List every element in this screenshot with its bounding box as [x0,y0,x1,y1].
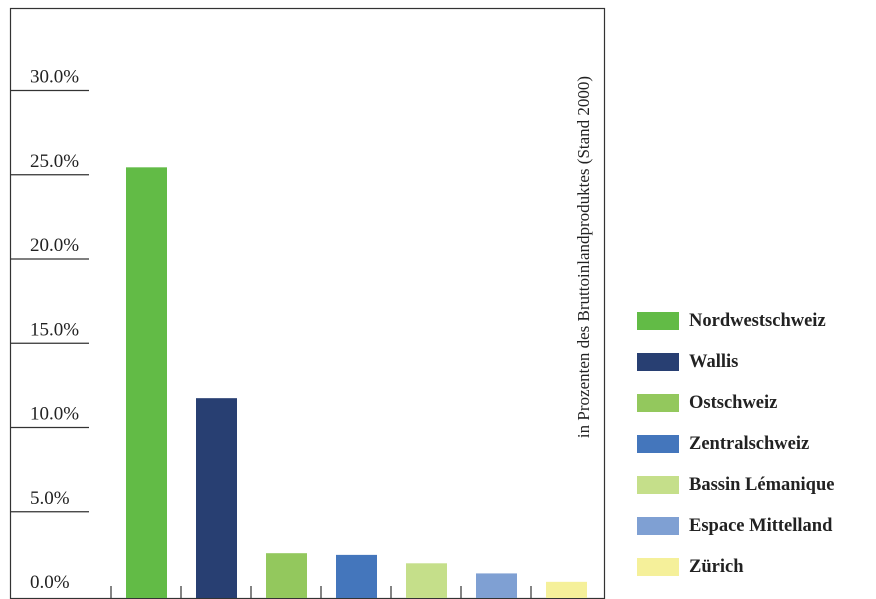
legend-label: Wallis [689,352,739,372]
bar-espace-mittelland [476,573,517,598]
legend-item: Bassin Lémanique [637,473,876,497]
y-tick-label: 25.0% [30,151,79,172]
legend-label: Espace Mittelland [689,516,833,536]
plot-frame [9,7,606,599]
legend-item: Espace Mittelland [637,514,876,538]
y-tick-label: 20.0% [30,235,79,256]
bar-bassin-l-manique [406,563,447,598]
bar-wallis [196,398,237,598]
legend-swatch [637,435,679,453]
bar-zentralschweiz [336,554,377,598]
bar-ostschweiz [266,553,307,598]
legend-item: Zentralschweiz [637,432,876,456]
x-axis-ticks [110,586,532,598]
legend-item: Wallis [637,350,876,374]
legend-label: Ostschweiz [689,393,778,413]
legend-swatch [637,394,679,412]
legend-label: Zentralschweiz [689,434,810,454]
y-tick-label: 0.0% [30,572,70,593]
legend-item: Ostschweiz [637,391,876,415]
y-tick-label: 30.0% [30,67,79,88]
bars [126,167,587,598]
legend-swatch [637,353,679,371]
legend-label: Nordwestschweiz [689,311,826,331]
legend-item: Nordwestschweiz [637,309,876,333]
legend-swatch [637,312,679,330]
legend-item: Zürich [637,555,876,579]
legend-label: Bassin Lémanique [689,475,835,495]
legend-swatch [637,558,679,576]
y-tick-label: 10.0% [30,404,79,425]
bar-z-rich [546,581,587,598]
bar-nordwestschweiz [126,167,167,598]
y-axis-label: in Prozenten des Bruttoinlandproduktes (… [574,76,593,438]
legend-swatch [637,476,679,494]
legend-label: Zürich [689,557,744,577]
y-axis-ticks: 0.0% 5.0% 10.0% 15.0% 20.0% 25.0% 30.0% [10,67,89,593]
legend-swatch [637,517,679,535]
y-tick-label: 15.0% [30,319,79,340]
y-tick-label: 5.0% [30,488,70,509]
